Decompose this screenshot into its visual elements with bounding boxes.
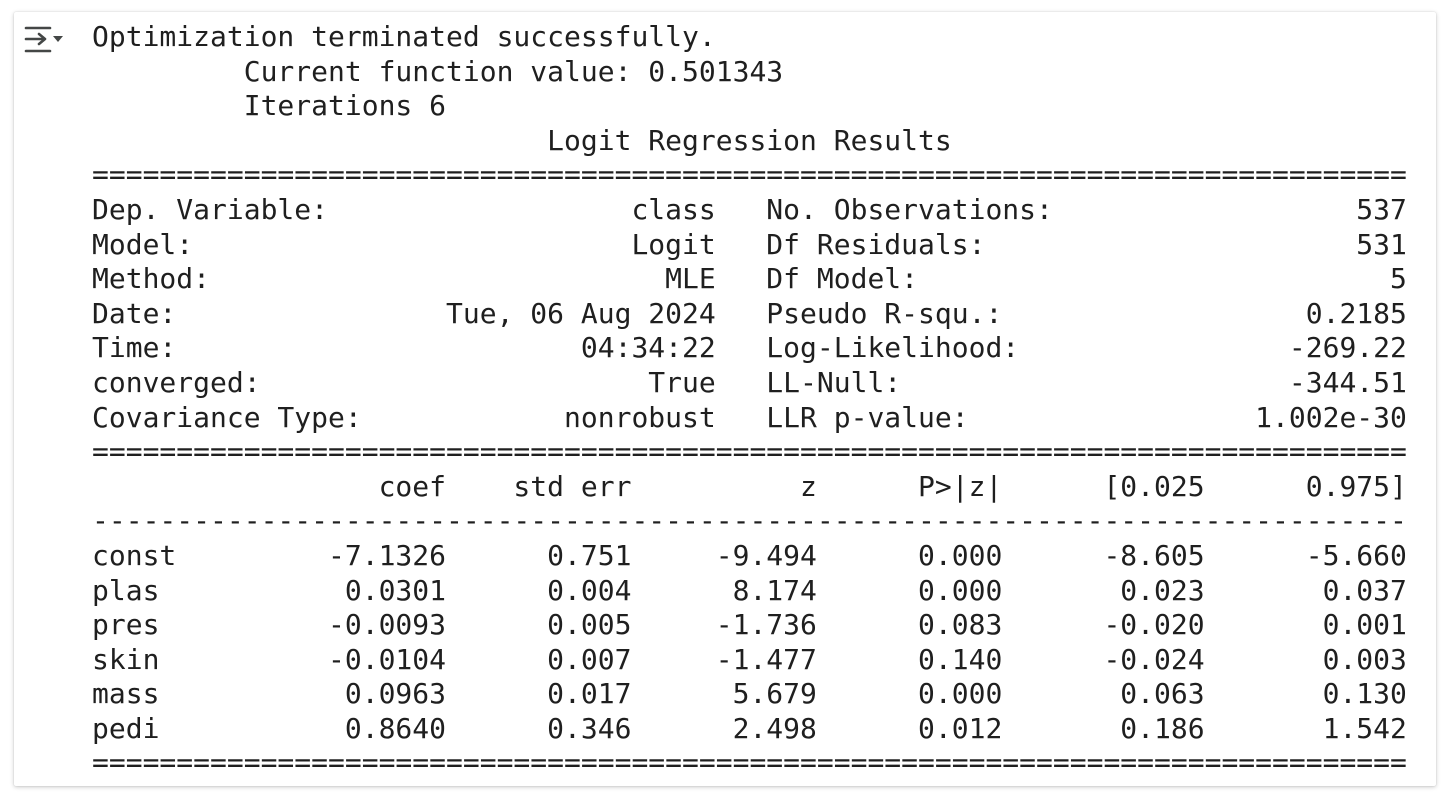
regression-output: Optimization terminated successfully. Cu… (92, 20, 1407, 781)
coef-table-row: const -7.1326 0.751 -9.494 0.000 -8.605 … (92, 538, 1407, 572)
summary-row: Dep. Variable: class No. Observations: 5… (92, 192, 1407, 226)
coef-table-header: coef std err z P>|z| [0.025 0.975] (92, 469, 1407, 503)
separator-line: ========================================… (92, 746, 1407, 780)
coef-table-row: mass 0.0963 0.017 5.679 0.000 0.063 0.13… (92, 677, 1407, 711)
summary-row: Method: MLE Df Model: 5 (92, 262, 1407, 296)
separator-line: ========================================… (92, 158, 1407, 192)
coef-table-row: pres -0.0093 0.005 -1.736 0.083 -0.020 0… (92, 608, 1407, 642)
coef-table-row: plas 0.0301 0.004 8.174 0.000 0.023 0.03… (92, 573, 1407, 607)
collapse-output-icon-graphic (24, 26, 63, 53)
separator-line: ----------------------------------------… (92, 504, 1407, 538)
coef-table-row: skin -0.0104 0.007 -1.477 0.140 -0.024 0… (92, 642, 1407, 676)
status-message: Optimization terminated successfully. (92, 20, 716, 53)
function-value-line: Current function value: 0.501343 (92, 54, 784, 88)
collapse-output-icon[interactable] (22, 24, 66, 56)
iterations-line: Iterations 6 (92, 89, 447, 123)
notebook-output-cell: Optimization terminated successfully. Cu… (14, 12, 1436, 786)
results-title: Logit Regression Results (92, 123, 1407, 157)
summary-row: Model: Logit Df Residuals: 531 (92, 227, 1407, 261)
summary-row: Covariance Type: nonrobust LLR p-value: … (92, 400, 1407, 434)
summary-row: Time: 04:34:22 Log-Likelihood: -269.22 (92, 331, 1407, 365)
summary-row: Date: Tue, 06 Aug 2024 Pseudo R-squ.: 0.… (92, 296, 1407, 330)
separator-line: ========================================… (92, 435, 1407, 469)
coef-table-row: pedi 0.8640 0.346 2.498 0.012 0.186 1.54… (92, 711, 1407, 745)
summary-row: converged: True LL-Null: -344.51 (92, 365, 1407, 399)
